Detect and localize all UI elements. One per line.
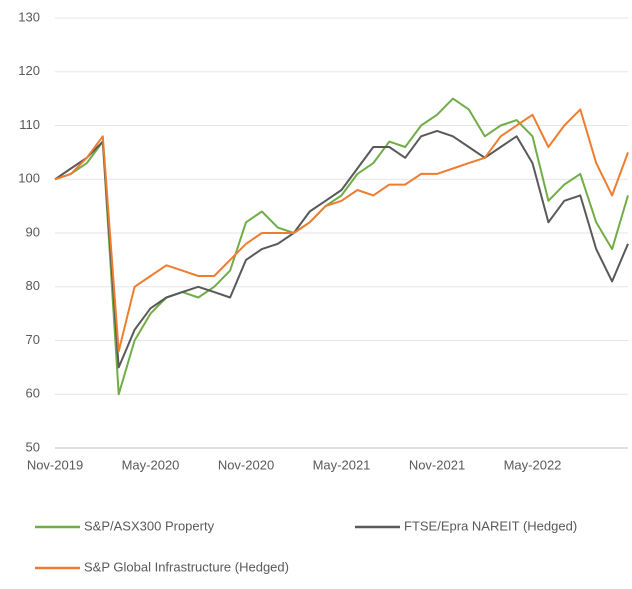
x-tick-label: May-2021 — [313, 457, 371, 472]
legend-label: S&P Global Infrastructure (Hedged) — [84, 559, 289, 574]
series-line — [54, 108, 629, 353]
y-tick-label: 130 — [18, 9, 40, 24]
y-tick-label: 110 — [19, 117, 40, 132]
y-tick-label: 70 — [26, 332, 40, 347]
x-tick-label: Nov-2021 — [409, 457, 465, 472]
x-tick-label: Nov-2020 — [218, 457, 274, 472]
series-line — [54, 129, 629, 369]
y-tick-label: 60 — [26, 386, 40, 401]
x-tick-label: Nov-2019 — [27, 457, 83, 472]
y-tick-label: 100 — [18, 171, 40, 186]
x-tick-label: May-2022 — [504, 457, 562, 472]
y-tick-label: 80 — [26, 278, 40, 293]
y-tick-label: 50 — [26, 439, 40, 454]
x-tick-label: May-2020 — [122, 457, 180, 472]
legend-label: FTSE/Epra NAREIT (Hedged) — [404, 518, 577, 533]
legend-label: S&P/ASX300 Property — [84, 518, 215, 533]
y-tick-label: 120 — [18, 63, 40, 78]
series-line — [54, 97, 629, 396]
y-tick-label: 90 — [26, 224, 40, 239]
